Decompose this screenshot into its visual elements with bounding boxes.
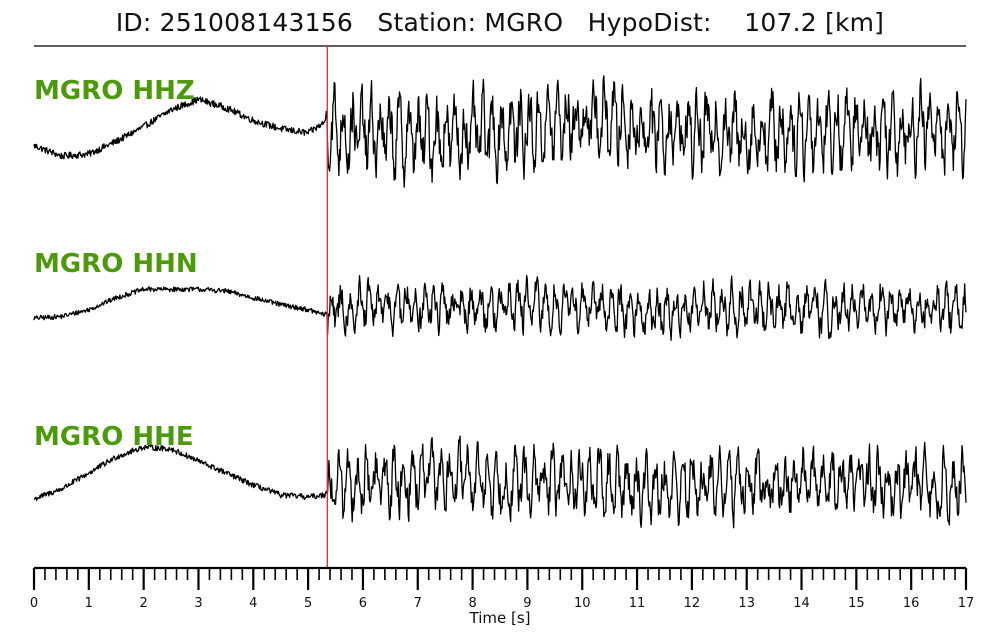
x-axis-label: Time [s] bbox=[469, 609, 531, 627]
trace-mgro-hhz bbox=[33, 75, 967, 188]
x-tick-label: 2 bbox=[140, 596, 148, 611]
x-tick-label: 6 bbox=[359, 596, 367, 611]
x-tick-label: 8 bbox=[468, 596, 476, 611]
figure-title: ID: 251008143156 Station: MGRO HypoDist:… bbox=[0, 8, 1000, 37]
channel-label: MGRO HHN bbox=[34, 249, 198, 279]
x-tick-label: 15 bbox=[848, 596, 865, 611]
trace-mgro-hhe bbox=[33, 435, 967, 529]
hypodist-label: HypoDist: bbox=[587, 8, 712, 37]
x-tick-label: 1 bbox=[85, 596, 93, 611]
x-tick-label: 16 bbox=[903, 596, 920, 611]
x-tick-label: 17 bbox=[958, 596, 975, 611]
x-tick-label: 7 bbox=[414, 596, 422, 611]
x-tick-label: 9 bbox=[523, 596, 531, 611]
x-tick-label: 13 bbox=[738, 596, 755, 611]
x-tick-label: 4 bbox=[249, 596, 257, 611]
traces-group bbox=[33, 75, 967, 529]
event-id: ID: 251008143156 bbox=[115, 8, 353, 37]
time-axis: 0 1 2 3 4 5 6 7 8 9 10 11 12 13 14 15 16 17 Time [s] bbox=[30, 566, 975, 627]
channel-label: MGRO HHZ bbox=[34, 76, 195, 106]
x-tick-label: 10 bbox=[574, 596, 591, 611]
x-tick-label: 5 bbox=[304, 596, 312, 611]
x-tick-label: 14 bbox=[793, 596, 810, 611]
x-tick-label: 3 bbox=[194, 596, 202, 611]
trace-mgro-hhn bbox=[33, 274, 967, 341]
x-tick-label: 12 bbox=[684, 596, 701, 611]
channel-label: MGRO HHE bbox=[34, 422, 194, 452]
x-tick-label: 11 bbox=[629, 596, 646, 611]
station-name: Station: MGRO bbox=[377, 8, 564, 37]
x-tick-label: 0 bbox=[30, 596, 38, 611]
hypodist-value: 107.2 [km] bbox=[744, 8, 885, 37]
